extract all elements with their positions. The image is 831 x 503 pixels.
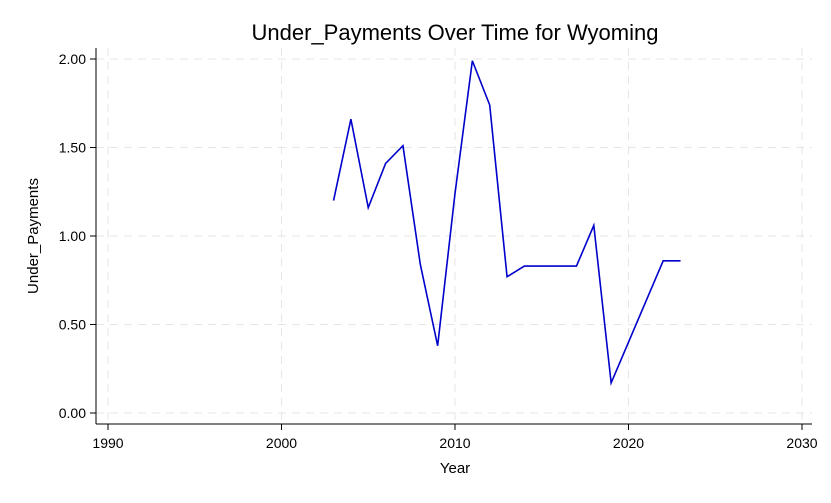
data-point: [401, 144, 405, 148]
data-point: [679, 259, 683, 263]
data-point: [453, 192, 457, 196]
y-axis-title: Under_Payments: [25, 178, 42, 294]
y-tick-label: 1.00: [59, 228, 86, 244]
x-tick-label: 1990: [92, 435, 123, 451]
x-tick-label: 2020: [613, 435, 644, 451]
data-point: [470, 59, 474, 63]
y-tick-label: 1.50: [59, 140, 86, 156]
data-point: [522, 264, 526, 268]
data-point: [540, 264, 544, 268]
data-point: [609, 381, 613, 385]
data-point: [557, 264, 561, 268]
chart-title: Under_Payments Over Time for Wyoming: [252, 20, 659, 45]
data-point: [488, 103, 492, 107]
data-point: [366, 206, 370, 210]
grid: [96, 48, 812, 424]
data-point: [384, 161, 388, 165]
y-tick-label: 0.00: [59, 405, 86, 421]
data-point: [332, 199, 336, 203]
y-tick-label: 2.00: [59, 51, 86, 67]
data-point: [418, 262, 422, 266]
data-point: [627, 340, 631, 344]
ticks: 0.00 0.50 1.00 1.50 2.00 1990 2000 2010 2020 2030: [59, 51, 818, 451]
data-point: [644, 299, 648, 303]
x-tick-label: 2000: [266, 435, 297, 451]
series: [332, 59, 683, 387]
data-point: [574, 264, 578, 268]
x-tick-label: 2010: [439, 435, 470, 451]
data-point: [592, 223, 596, 227]
data-point: [661, 259, 665, 263]
series-line: [332, 60, 681, 387]
y-tick-label: 0.50: [59, 317, 86, 333]
x-axis-title: Year: [440, 460, 470, 477]
x-tick-label: 2030: [786, 435, 817, 451]
data-point: [436, 344, 440, 348]
data-point: [505, 275, 509, 279]
data-point: [349, 117, 353, 121]
